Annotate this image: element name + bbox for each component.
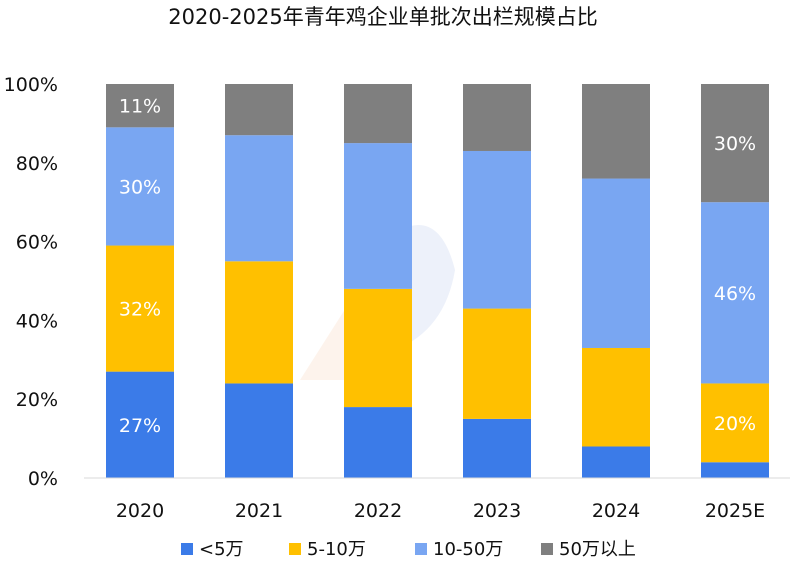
legend-swatch bbox=[415, 543, 427, 555]
bar-segment bbox=[225, 135, 293, 262]
bar-segment bbox=[463, 308, 531, 419]
chart-title: 2020-2025年青年鸡企业单批次出栏规模占比 bbox=[168, 5, 597, 29]
bar-segment bbox=[225, 261, 293, 384]
data-label: 46% bbox=[714, 283, 756, 305]
bar-segment bbox=[701, 84, 769, 203]
x-axis-labels: 2020 2021 2022 2023 2024 2025E bbox=[116, 500, 765, 522]
x-tick-label: 2022 bbox=[354, 500, 402, 522]
x-tick-label: 2025E bbox=[705, 500, 765, 522]
x-tick-label: 2024 bbox=[592, 500, 640, 522]
y-tick-label: 40% bbox=[16, 310, 58, 332]
bar-segment bbox=[344, 288, 412, 408]
bar-segment bbox=[582, 347, 650, 447]
bar-segment bbox=[582, 84, 650, 179]
legend-label: 50万以上 bbox=[559, 539, 636, 560]
data-labels-group: 27% 32% 30% 11% 20% 46% 30% bbox=[119, 96, 756, 437]
bar-segment bbox=[225, 383, 293, 478]
bar-segment bbox=[106, 371, 174, 478]
bar-segment bbox=[463, 418, 531, 478]
y-tick-label: 60% bbox=[16, 232, 58, 254]
data-label: 30% bbox=[119, 176, 161, 198]
y-axis: 0% 20% 40% 60% 80% 100% bbox=[4, 74, 58, 490]
data-label: 32% bbox=[119, 299, 161, 321]
bar-segment bbox=[701, 383, 769, 463]
y-tick-label: 100% bbox=[4, 74, 58, 96]
bar-segment bbox=[701, 462, 769, 478]
legend-label: 5-10万 bbox=[307, 539, 366, 560]
y-tick-label: 0% bbox=[28, 468, 58, 490]
bar-segment bbox=[106, 245, 174, 372]
legend-swatch bbox=[181, 543, 193, 555]
bar-segment bbox=[701, 202, 769, 384]
bar-segment bbox=[344, 407, 412, 478]
data-label: 30% bbox=[714, 133, 756, 155]
data-label: 11% bbox=[119, 96, 161, 118]
bar-segment bbox=[106, 84, 174, 128]
x-tick-label: 2023 bbox=[473, 500, 521, 522]
bars-group bbox=[106, 84, 769, 478]
bar-segment bbox=[463, 150, 531, 309]
bar-segment bbox=[344, 84, 412, 144]
bar-segment bbox=[463, 84, 531, 151]
legend-label: <5万 bbox=[199, 539, 244, 560]
data-label: 20% bbox=[714, 413, 756, 435]
bar-segment bbox=[225, 84, 293, 136]
legend-label: 10-50万 bbox=[433, 539, 503, 560]
bar-segment bbox=[106, 127, 174, 246]
x-tick-label: 2020 bbox=[116, 500, 164, 522]
y-tick-label: 20% bbox=[16, 389, 58, 411]
data-label: 27% bbox=[119, 415, 161, 437]
legend-swatch bbox=[289, 543, 301, 555]
legend: <5万 5-10万 10-50万 50万以上 bbox=[181, 539, 636, 560]
x-tick-label: 2021 bbox=[235, 500, 283, 522]
bar-segment bbox=[582, 178, 650, 348]
y-tick-label: 80% bbox=[16, 153, 58, 175]
bar-segment bbox=[582, 446, 650, 478]
bar-segment bbox=[344, 143, 412, 289]
legend-swatch bbox=[541, 543, 553, 555]
